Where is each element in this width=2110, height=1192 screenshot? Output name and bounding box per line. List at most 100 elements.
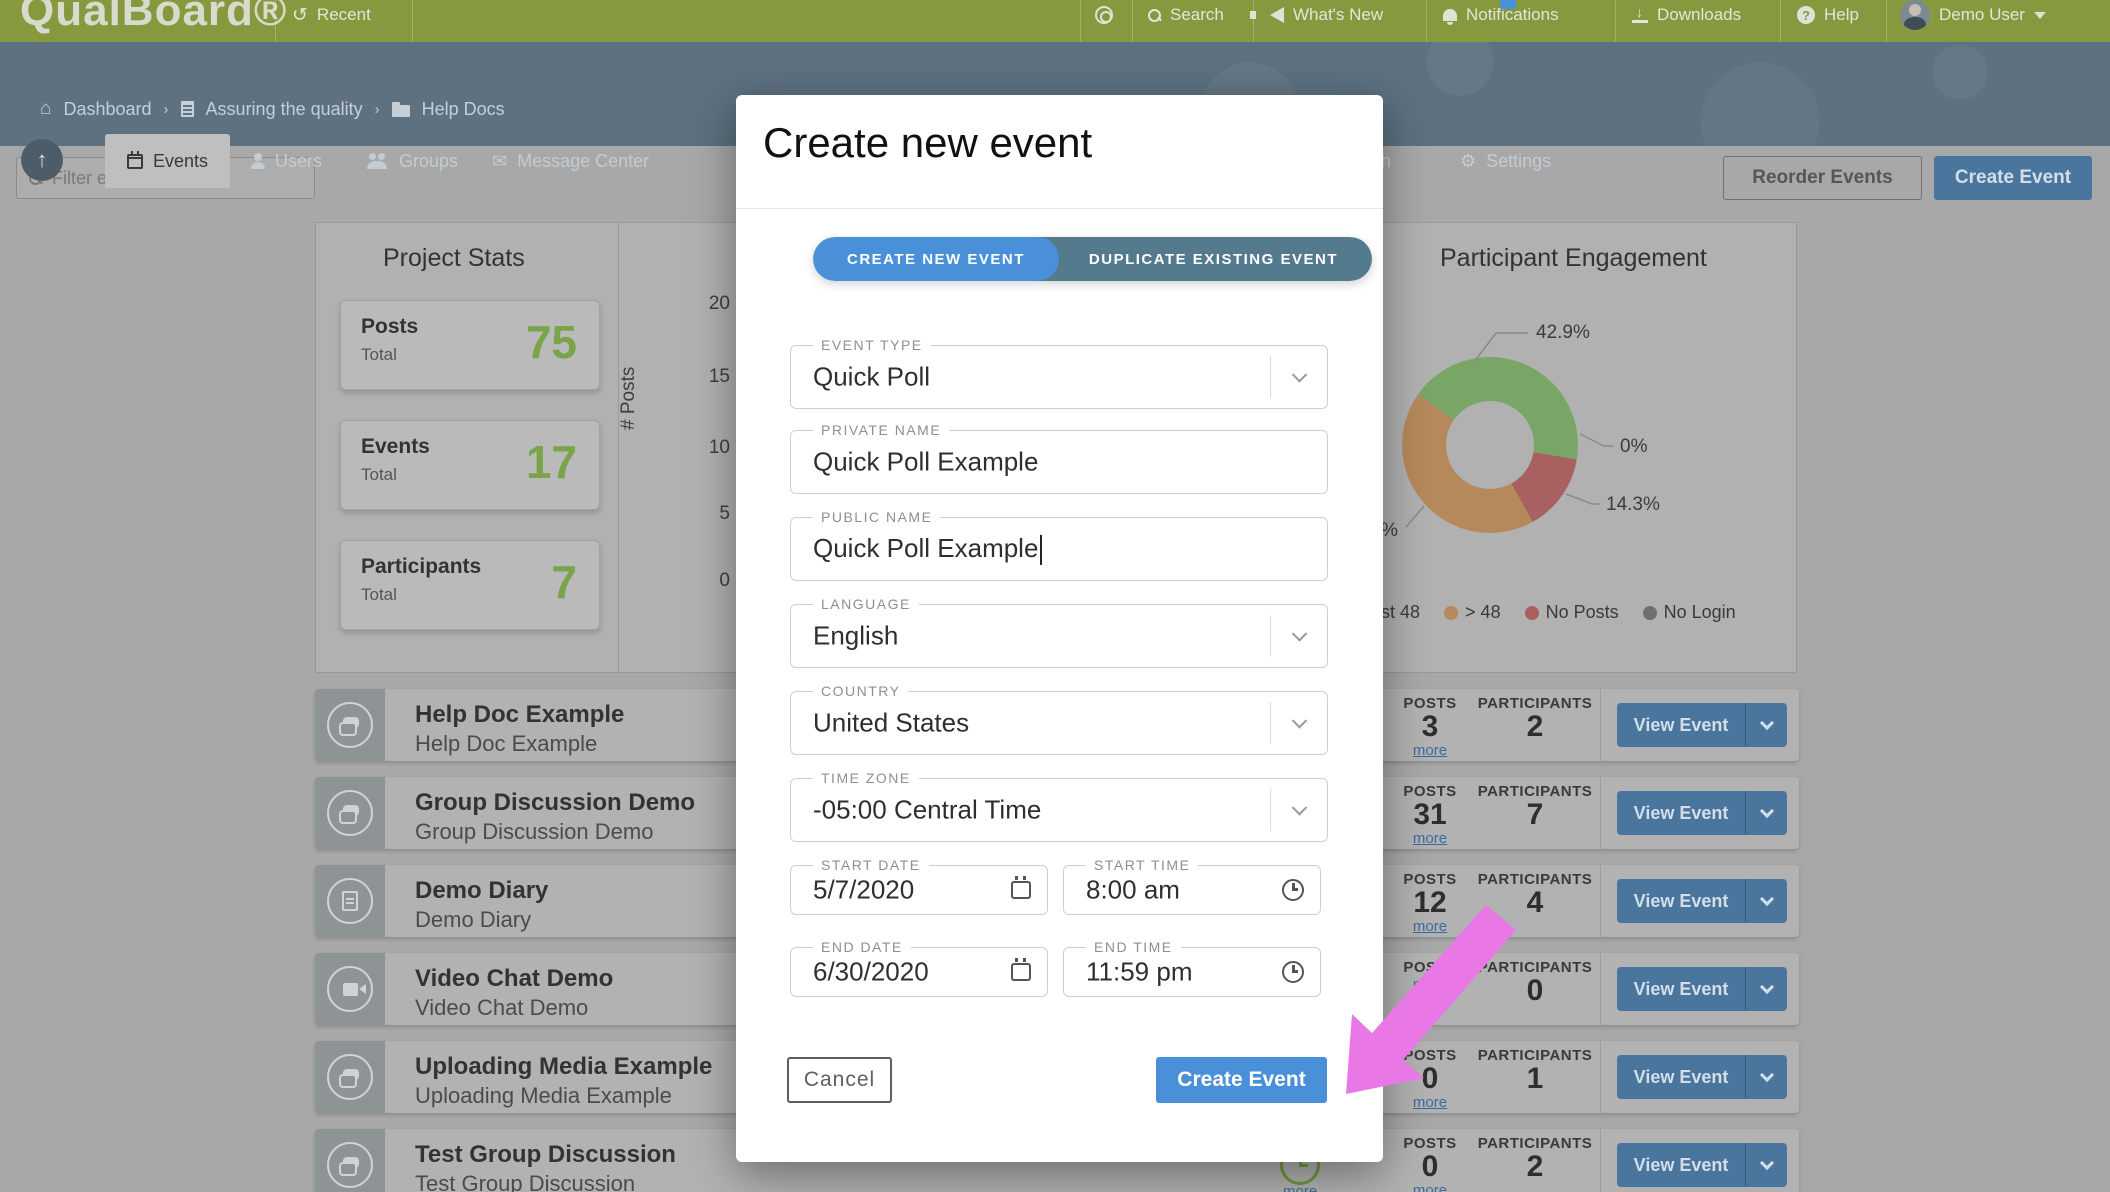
posts-col: POSTS 12 more	[1403, 871, 1457, 935]
view-event-dropdown[interactable]	[1745, 791, 1787, 835]
view-event-dropdown[interactable]	[1745, 1055, 1787, 1099]
tab-settings[interactable]: ⚙ Settings	[1460, 150, 1552, 171]
view-event-button[interactable]: View Event	[1617, 879, 1787, 923]
cancel-button[interactable]: Cancel	[787, 1057, 892, 1103]
axis-tick: 15	[708, 366, 730, 387]
recent-button[interactable]: ↺ Recent	[292, 4, 371, 26]
posts-more-link[interactable]: more	[1412, 918, 1448, 935]
modal-title: Create new event	[763, 119, 1093, 166]
create-event-modal: Create new event CREATE NEW EVENT DUPLIC…	[736, 95, 1383, 1162]
chevron-down-icon	[1291, 626, 1308, 642]
chevron-down-icon	[1291, 713, 1308, 729]
participants-col: PARTICIPANTS 7	[1477, 783, 1593, 831]
end-time-input[interactable]: END TIME 11:59 pm	[1063, 939, 1321, 997]
chat-icon	[339, 717, 361, 736]
toggle-create-new-event[interactable]: CREATE NEW EVENT	[813, 237, 1059, 281]
row-divider	[1600, 1041, 1601, 1113]
row-divider	[1600, 689, 1601, 761]
view-event-dropdown[interactable]	[1745, 879, 1787, 923]
notification-badge	[1500, 0, 1516, 9]
legend-no-posts: No Posts	[1524, 602, 1619, 623]
tab-groups[interactable]: Groups	[345, 134, 480, 188]
diary-icon	[342, 891, 358, 911]
end-date-input[interactable]: END DATE 6/30/2020	[790, 939, 1048, 997]
row-divider	[1600, 777, 1601, 849]
downloads-button[interactable]: Downloads	[1632, 0, 1741, 30]
country-select[interactable]: COUNTRY United States	[790, 683, 1328, 755]
tab-message-center[interactable]: ✉ Message Center	[492, 150, 650, 171]
view-event-button[interactable]: View Event	[1617, 703, 1787, 747]
language-select[interactable]: LANGUAGE English	[790, 596, 1328, 668]
breadcrumb-dashboard[interactable]: Dashboard	[63, 98, 152, 119]
history-icon: ↺	[292, 4, 308, 26]
tab-events[interactable]: Events	[105, 134, 231, 188]
calendar-icon[interactable]	[1011, 876, 1031, 899]
posts-more-link[interactable]: more	[1412, 1094, 1448, 1111]
posts-col: POSTS more	[1403, 959, 1457, 993]
chevron-down-icon	[2033, 11, 2046, 19]
fingerprint-icon	[1095, 6, 1113, 24]
up-level-button[interactable]: ↑	[21, 139, 63, 181]
public-name-input[interactable]: PUBLIC NAME Quick Poll Example	[790, 509, 1328, 581]
event-type-select[interactable]: EVENT TYPE Quick Poll	[790, 337, 1328, 409]
create-event-submit-button[interactable]: Create Event	[1156, 1057, 1327, 1103]
modal-divider	[736, 208, 1383, 209]
chat-icon	[339, 1069, 361, 1088]
search-icon	[1148, 8, 1161, 22]
panel-divider	[618, 222, 619, 673]
participants-col: PARTICIPANTS 2	[1477, 1135, 1593, 1183]
video-camera-icon	[342, 982, 366, 996]
donut-label-0: 0%	[1620, 436, 1648, 457]
view-event-button[interactable]: View Event	[1617, 1143, 1787, 1187]
private-name-input[interactable]: PRIVATE NAME Quick Poll Example	[790, 422, 1328, 494]
posts-col: POSTS 0 more	[1370, 1135, 1490, 1192]
legend-gt-48: > 48	[1444, 602, 1501, 623]
posts-more-link[interactable]: more	[1412, 1182, 1448, 1192]
row-divider	[1600, 865, 1601, 937]
view-event-button[interactable]: View Event	[1617, 967, 1787, 1011]
building-icon	[180, 101, 194, 117]
chat-icon	[339, 1157, 361, 1176]
reorder-events-button[interactable]: Reorder Events	[1723, 156, 1922, 200]
search-button[interactable]: Search	[1148, 0, 1224, 30]
schedule-more-link[interactable]: more	[1283, 1183, 1318, 1192]
folder-icon	[391, 101, 410, 117]
posts-more-link[interactable]: more	[1412, 742, 1448, 759]
posts-axis-label: # Posts	[618, 366, 639, 430]
chevron-down-icon	[1759, 891, 1774, 907]
axis-tick: 10	[708, 437, 730, 458]
whats-new-button[interactable]: What's New	[1250, 0, 1383, 30]
view-event-button[interactable]: View Event	[1617, 1055, 1787, 1099]
start-date-input[interactable]: START DATE 5/7/2020	[790, 857, 1048, 915]
donut-hole	[1446, 401, 1534, 489]
help-button[interactable]: ? Help	[1797, 0, 1859, 30]
posts-col: POSTS 31 more	[1403, 783, 1457, 847]
clock-icon[interactable]	[1282, 961, 1304, 983]
view-event-button[interactable]: View Event	[1617, 791, 1787, 835]
donut-legend: Last 48 > 48 No Posts No Login	[1340, 602, 1736, 623]
envelope-icon: ✉	[492, 151, 508, 171]
posts-more-link[interactable]: more	[1412, 976, 1448, 993]
view-event-dropdown[interactable]	[1745, 703, 1787, 747]
breadcrumb-group[interactable]: Help Docs	[421, 98, 505, 119]
chevron-down-icon	[1759, 979, 1774, 995]
chevron-down-icon	[1291, 800, 1308, 816]
tab-users[interactable]: Users	[229, 134, 344, 188]
toggle-duplicate-existing-event[interactable]: DUPLICATE EXISTING EVENT	[1036, 237, 1372, 281]
calendar-icon[interactable]	[1011, 958, 1031, 981]
avatar	[1900, 0, 1930, 30]
view-event-dropdown[interactable]	[1745, 1143, 1787, 1187]
posts-more-link[interactable]: more	[1412, 830, 1448, 847]
time-zone-select[interactable]: TIME ZONE -05:00 Central Time	[790, 770, 1328, 842]
user-menu[interactable]: Demo User	[1900, 0, 2046, 30]
help-icon: ?	[1797, 6, 1815, 24]
notifications-button[interactable]: Notifications	[1443, 0, 1559, 30]
fingerprint-button[interactable]	[1095, 0, 1113, 30]
clock-icon[interactable]	[1282, 879, 1304, 901]
start-time-input[interactable]: START TIME 8:00 am	[1063, 857, 1321, 915]
create-event-toolbar-button[interactable]: Create Event	[1934, 156, 2092, 200]
participants-col: PARTICIPANTS 2	[1477, 695, 1593, 743]
event-type-block	[315, 953, 385, 1025]
view-event-dropdown[interactable]	[1745, 967, 1787, 1011]
breadcrumb-project[interactable]: Assuring the quality	[205, 98, 363, 119]
